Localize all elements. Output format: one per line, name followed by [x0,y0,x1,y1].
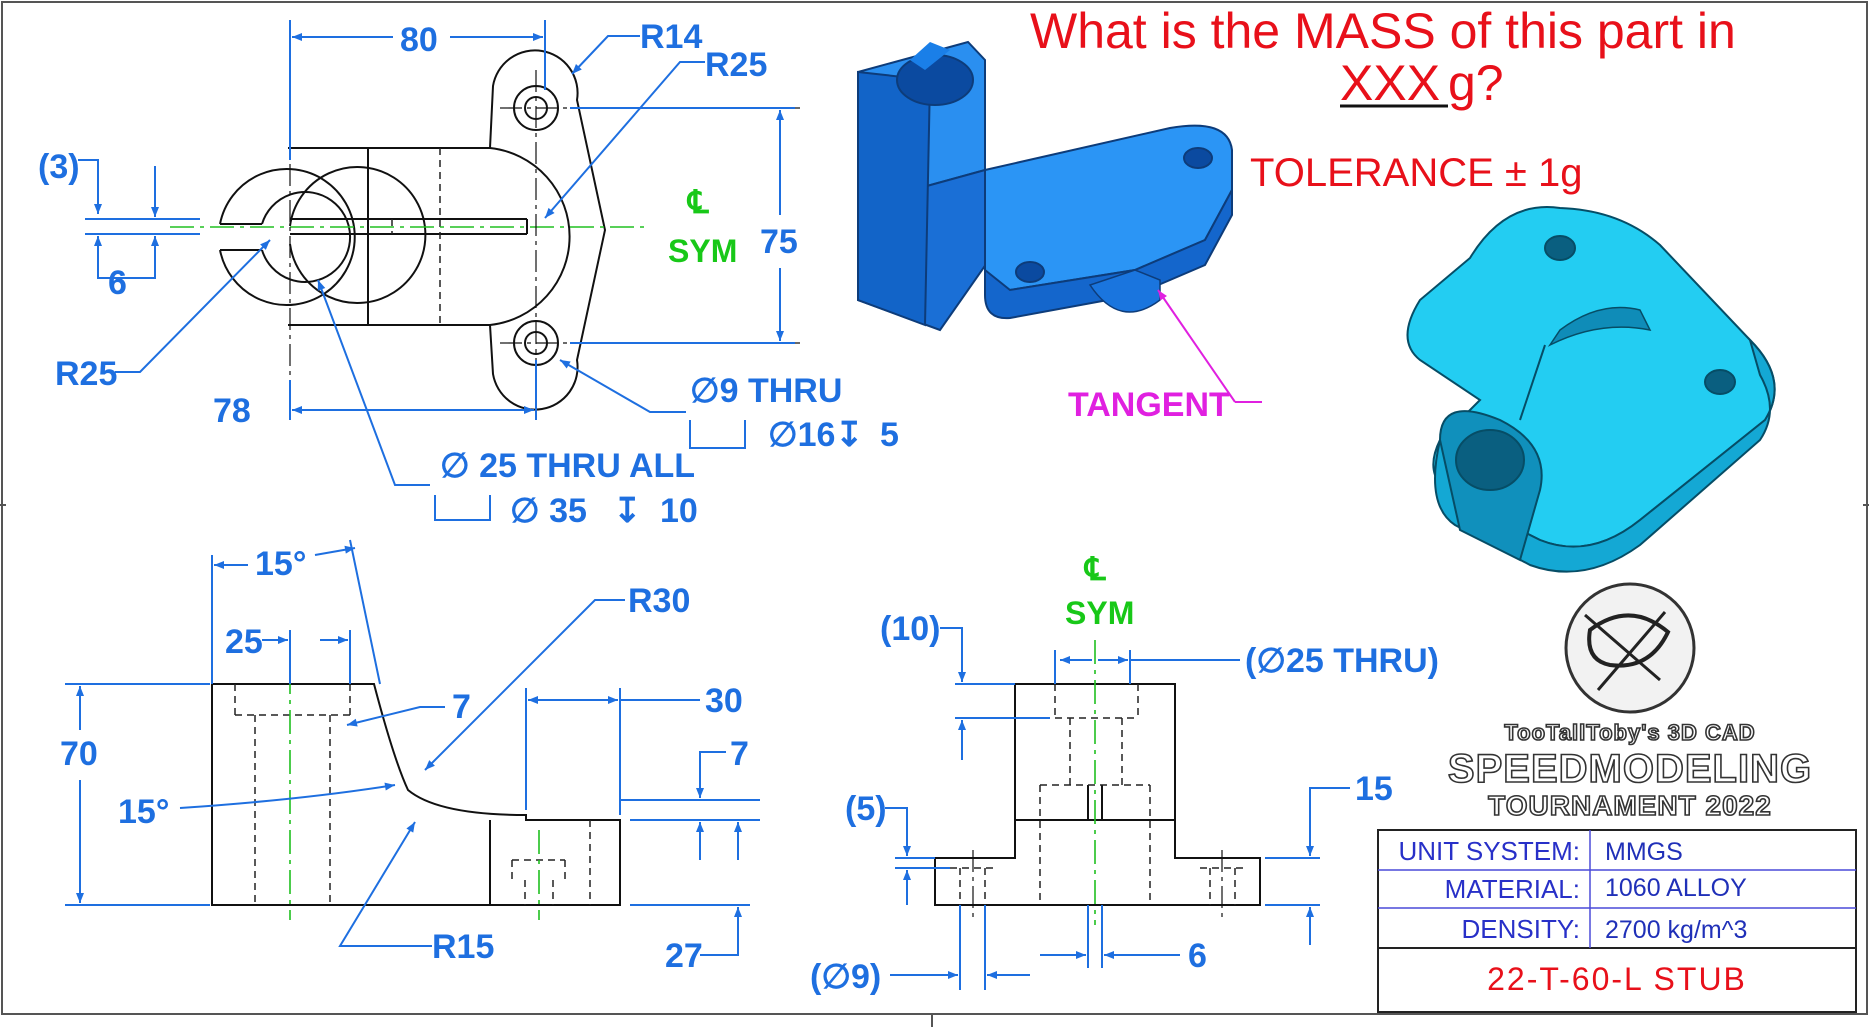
callout-16: ∅16 [768,416,835,454]
density-label: DENSITY: [1462,914,1580,944]
dim-15deg-left: 15° [118,793,169,831]
title-block: UNIT SYSTEM: MMGS MATERIAL: 1060 ALLOY D… [1377,829,1857,1013]
dim-25: 25 [225,623,263,661]
dim-9-side: (∅9) [810,958,881,996]
dim-30: 30 [705,682,743,720]
dim-7b: 7 [730,735,749,773]
dim-r15: R15 [432,928,494,966]
dim-25-thru-side: (∅25 THRU) [1245,642,1439,680]
tangent-label: TANGENT [1068,386,1230,424]
question-line-1: What is the MASS of this part in [1030,3,1736,59]
brand-line-1: TooTallToby's 3D CAD [1504,720,1755,745]
branding: TooTallToby's 3D CAD SPEEDMODELING TOURN… [1447,582,1812,822]
density-value: 2700 kg/m^3 [1605,916,1747,944]
dim-15-side: 15 [1355,770,1393,808]
side-view: ℄ SYM (10) (∅25 THRU) (5) 15 (∅9) [810,551,1439,996]
callout-35-depth: 10 [660,492,698,530]
question-line-2: g? [1448,55,1504,111]
dim-5: (5) [845,790,887,828]
dim-r30: R30 [628,582,690,620]
dim-10: (10) [880,610,940,648]
svg-text:↧: ↧ [835,416,864,454]
callout-16-depth: 5 [880,416,899,454]
dim-75: 75 [760,223,798,261]
cl-symbol-side: ℄ [1083,551,1106,587]
brand-line-2: SPEEDMODELING [1448,747,1812,791]
dim-6-top: 6 [108,264,127,302]
question-answer-placeholder: XXX [1340,55,1440,111]
dim-15deg-top: 15° [255,545,306,583]
dim-27: 27 [665,937,703,975]
callout-25-thru-all: ∅ 25 THRU ALL [440,447,695,485]
cl-sym-side: SYM [1065,595,1134,631]
dim-3: (3) [38,148,80,186]
dim-r25-top: R25 [705,46,767,84]
material-value: 1060 ALLOY [1605,874,1747,902]
dim-80: 80 [400,21,438,59]
unit-system-label: UNIT SYSTEM: [1398,836,1580,866]
logo-icon [1564,582,1696,714]
svg-text:↧: ↧ [613,492,642,530]
dim-r14: R14 [640,18,702,56]
iso-model-cyan [1406,206,1776,573]
callout-9-thru: ∅9 THRU [690,372,842,410]
unit-system-value: MMGS [1605,838,1683,866]
material-label: MATERIAL: [1445,874,1580,904]
cl-symbol-top: ℄ [686,184,709,220]
dim-7a: 7 [452,688,471,726]
cl-sym-top: SYM [668,233,737,269]
brand-line-3: TOURNAMENT 2022 [1488,790,1772,821]
dim-70: 70 [60,735,98,773]
dim-78: 78 [213,392,251,430]
dim-6-side: 6 [1188,937,1207,975]
callout-35: ∅ 35 [510,492,587,530]
part-number: 22-T-60-L STUB [1487,961,1747,997]
dim-r25-left: R25 [55,355,117,393]
iso-model-dark: TANGENT [857,40,1262,424]
top-view: 80 R14 R25 75 ℄ SYM (3) 6 R25 78 ∅9 [38,18,899,530]
question-block: What is the MASS of this part in XXX g? … [1030,3,1736,195]
tolerance-label: TOLERANCE ± 1g [1250,151,1582,195]
front-view: 15° 25 R30 30 7 7 70 15° R15 [60,539,760,975]
